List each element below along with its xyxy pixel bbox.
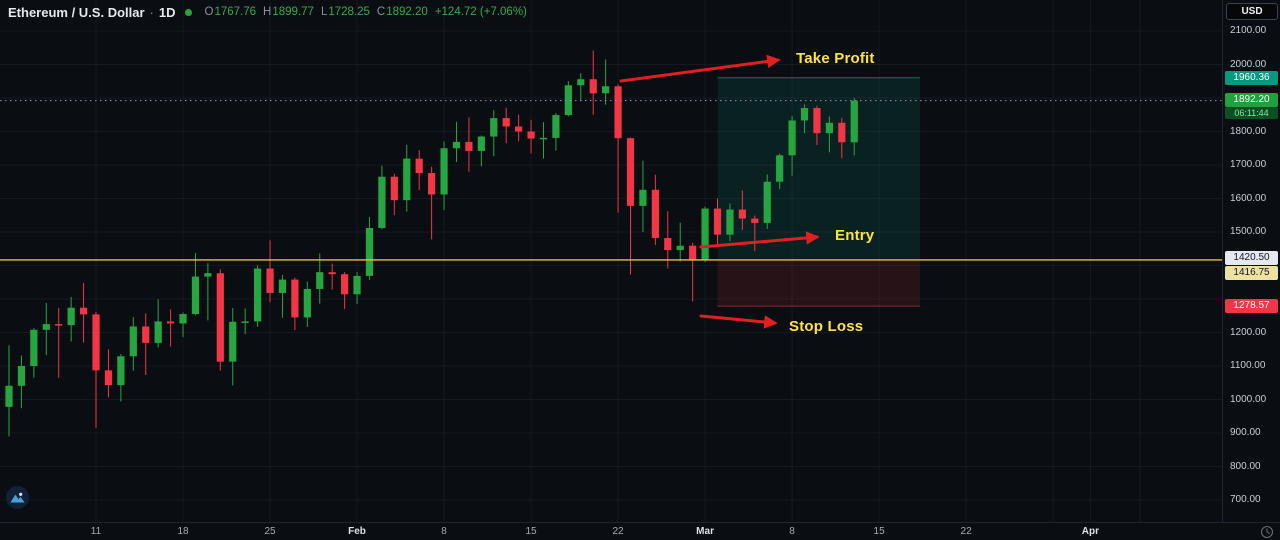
time-tick-label: 25 <box>264 526 276 537</box>
take-profit-label: Take Profit <box>796 50 875 67</box>
position-tool-zones <box>717 77 921 307</box>
time-tick-label: 22 <box>612 526 624 537</box>
price-tick-label: 2100.00 <box>1230 25 1267 36</box>
stop-loss-label: Stop Loss <box>789 318 864 335</box>
alert-line-price-badge: 1416.75 <box>1225 266 1278 280</box>
currency-chip[interactable]: USD <box>1226 3 1278 20</box>
high-value: 1899.77 <box>272 6 314 18</box>
entry-label: Entry <box>835 227 875 244</box>
low-value: 1728.25 <box>328 6 370 18</box>
stop-loss-arrow <box>699 314 778 329</box>
price-tick-label: 700.00 <box>1230 494 1261 505</box>
grid-lines <box>0 0 1222 522</box>
price-tick-label: 1100.00 <box>1230 360 1266 371</box>
timezone-clock-icon[interactable] <box>1260 525 1274 539</box>
time-tick-label: 8 <box>441 526 447 537</box>
price-tick-label: 1200.00 <box>1230 326 1267 338</box>
symbol-header: Ethereum / U.S. Dollar · 1D O 1767.76 H 18… <box>8 3 527 21</box>
price-level-lines <box>0 100 1222 261</box>
change-value: +124.72 (+7.06%) <box>434 6 527 18</box>
annotation-arrows <box>619 54 820 329</box>
price-tick-label: 800.00 <box>1230 460 1261 472</box>
low-label: L <box>320 6 328 18</box>
price-tick-label: 900.00 <box>1230 427 1261 438</box>
take-profit-arrow <box>619 54 781 83</box>
price-tick-label: 1000.00 <box>1230 393 1267 405</box>
candles <box>5 50 858 437</box>
entry-zone-price-badge: 1420.50 <box>1225 251 1278 265</box>
open-value: 1767.76 <box>214 6 257 18</box>
time-tick-label: Feb <box>348 526 366 537</box>
price-tick-label: 2000.00 <box>1230 58 1267 70</box>
time-tick-label: Mar <box>696 526 714 537</box>
price-tick-label: 1600.00 <box>1230 192 1267 204</box>
time-tick-label: 18 <box>177 526 189 537</box>
symbol-title[interactable]: Ethereum / U.S. Dollar <box>8 4 145 20</box>
mountain-icon <box>10 492 25 503</box>
time-tick-label: Apr <box>1081 526 1100 537</box>
price-axis[interactable]: USD 1960.36 1892.20 06:11:44 1420.50 141… <box>1222 0 1280 522</box>
high-label: H <box>263 6 272 18</box>
entry-arrow <box>699 231 820 249</box>
candlestick-chart <box>0 0 1222 522</box>
ohlc-readout: O 1767.76 H 1899.77 L 1728.25 C 1892.20 +124… <box>198 6 527 18</box>
time-tick-label: 15 <box>525 526 537 537</box>
take-profit-price-badge: 1960.36 <box>1225 71 1278 85</box>
price-tick-label: 1700.00 <box>1230 159 1267 170</box>
market-open-status-icon <box>184 8 192 16</box>
bar-close-countdown: 06:11:44 <box>1225 107 1278 119</box>
watermark-logo-icon[interactable] <box>6 486 29 509</box>
price-tick-label: 1800.00 <box>1230 125 1267 137</box>
last-price-badge: 1892.20 <box>1225 93 1278 107</box>
price-tick-label: 1500.00 <box>1230 226 1267 237</box>
time-tick-label: 8 <box>789 526 795 537</box>
open-label: O <box>204 6 214 18</box>
chart-plot-area[interactable]: Take Profit Entry Stop Loss <box>0 0 1222 522</box>
time-tick-label: 11 <box>90 526 102 537</box>
time-axis[interactable]: 11 18 25 Feb 8 15 22 Mar 8 15 22 Apr <box>0 522 1280 540</box>
time-tick-label: 15 <box>873 526 885 537</box>
interval-selector[interactable]: 1D <box>158 4 176 20</box>
title-separator: · <box>149 4 154 20</box>
stop-loss-price-badge: 1278.57 <box>1225 299 1278 313</box>
time-tick-label: 22 <box>960 526 972 537</box>
close-value: 1892.20 <box>386 6 428 18</box>
close-label: C <box>376 6 386 18</box>
